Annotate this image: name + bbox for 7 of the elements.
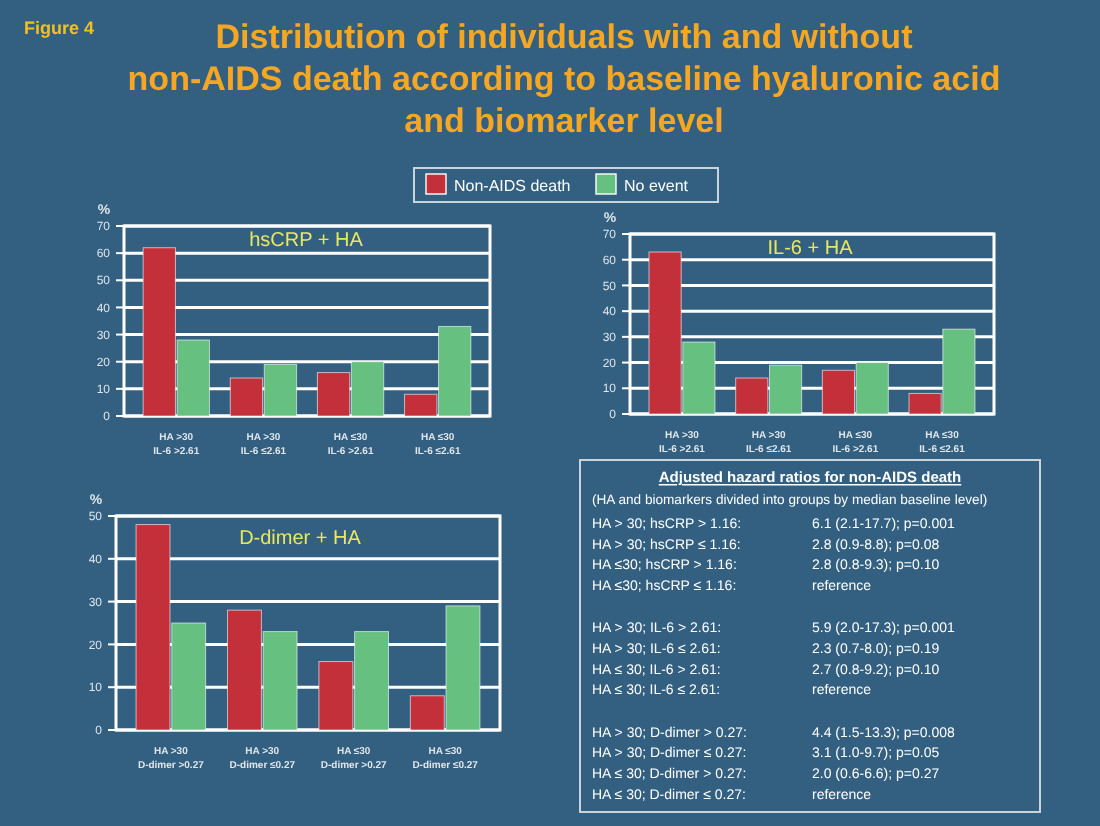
chart-title: IL-6 + HA <box>767 238 854 260</box>
text: D-dimer + HA <box>239 528 362 550</box>
text: Distribution of individuals with and without non-AIDS death according to baseline hyaluronic acid and biomarker level <box>127 18 1001 140</box>
caption: Figure 4 <box>24 18 95 38</box>
chart-title: hsCRP + HA <box>249 230 364 252</box>
legend-label: Non-AIDS death <box>454 177 571 195</box>
legend-label: No event <box>624 177 690 195</box>
